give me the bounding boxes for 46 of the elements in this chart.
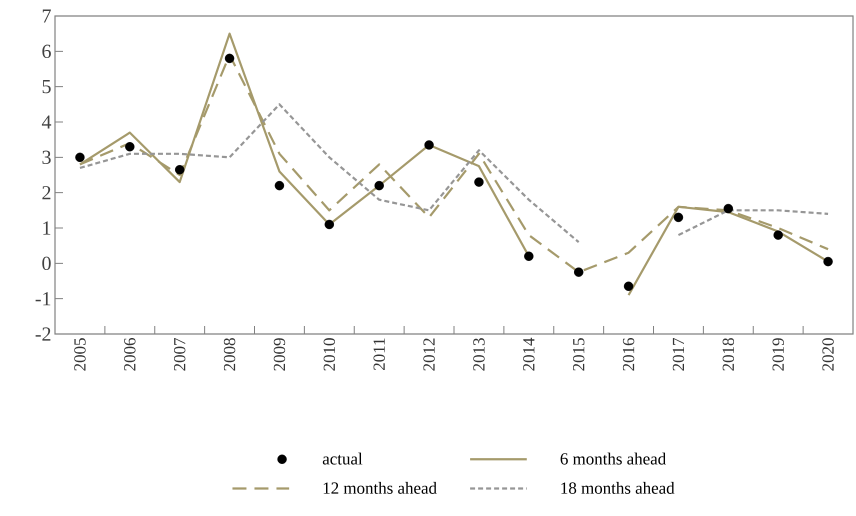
- x-tick-label: 2010: [324, 338, 336, 371]
- x-tick-label: 2012: [423, 338, 435, 371]
- x-tick-label: 2006: [124, 338, 136, 371]
- point: [125, 142, 135, 152]
- y-tick-label: 4: [42, 115, 52, 129]
- point: [574, 267, 584, 277]
- x-tick-label: 2013: [473, 338, 485, 371]
- x-tick-label: 2008: [224, 338, 236, 371]
- point: [823, 256, 833, 266]
- legend-label: 6 months ahead: [560, 452, 666, 465]
- x-tick-label: 2009: [274, 338, 286, 371]
- x-tick-label: 2020: [822, 338, 834, 371]
- y-tick-label: 7: [42, 9, 51, 23]
- x-tick-label: 2007: [174, 338, 186, 371]
- x-tick-label: 2005: [74, 338, 86, 371]
- point: [624, 282, 634, 291]
- y-tick-label: 1: [43, 221, 50, 235]
- y-tick-label: -1: [36, 292, 50, 306]
- point: [724, 204, 734, 214]
- y-tick-label: 5: [42, 80, 51, 94]
- x-tick-label: 2018: [722, 338, 734, 371]
- x-tick-label: 2015: [572, 338, 584, 371]
- point: [274, 180, 284, 190]
- point: [474, 177, 484, 187]
- point: [674, 212, 684, 222]
- legend-label: actual: [322, 452, 362, 465]
- x-tick-label: 2016: [622, 338, 634, 371]
- y-tick-label: 2: [42, 186, 50, 200]
- y-tick-label: 6: [42, 44, 51, 58]
- y-tick-label: -2: [36, 327, 50, 341]
- legend-label: 12 months ahead: [324, 482, 437, 494]
- point: [224, 54, 234, 64]
- y-tick-label: 3: [42, 150, 51, 164]
- point: [75, 152, 85, 162]
- point: [424, 140, 434, 150]
- point: [524, 252, 534, 261]
- point: [324, 220, 334, 230]
- y-tick-label: 0: [42, 256, 51, 270]
- point: [374, 180, 384, 190]
- x-tick-label: 2014: [523, 338, 535, 371]
- x-tick-label: 2011: [373, 338, 385, 370]
- x-tick-label: 2019: [772, 338, 784, 371]
- legend-label: 18 months ahead: [561, 482, 674, 494]
- point: [773, 230, 783, 240]
- x-tick-label: 2017: [672, 338, 684, 371]
- point: [174, 165, 184, 174]
